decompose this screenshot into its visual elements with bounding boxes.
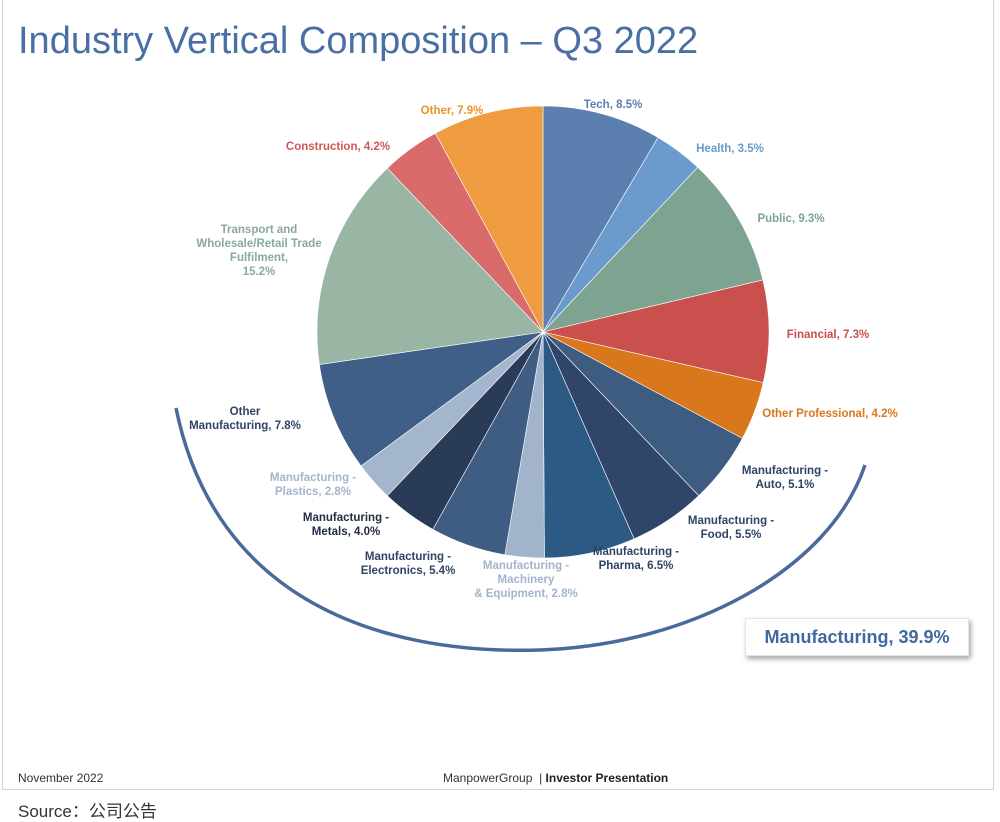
label-public: Public, 9.3% bbox=[757, 213, 825, 225]
footer-deck: Investor Presentation bbox=[545, 771, 669, 785]
slice-public bbox=[542, 166, 764, 333]
source-note: Source：公司公告 bbox=[18, 802, 157, 821]
slice-tech bbox=[542, 105, 659, 334]
label-other-professional: Other Professional, 4.2% bbox=[762, 408, 898, 420]
label-manufacturing-electronics: Manufacturing - Electronics, 5.4% bbox=[360, 551, 456, 577]
label-construction: Construction, 4.2% bbox=[285, 141, 391, 153]
slide-frame bbox=[2, 0, 994, 790]
footer-company-name: ManpowerGroup bbox=[443, 771, 533, 785]
footer-date: November 2022 bbox=[18, 771, 104, 785]
manufacturing-total-callout: Manufacturing, 39.9% bbox=[745, 618, 969, 656]
pie-chart bbox=[174, 105, 867, 653]
label-manufacturing-plastics: Manufacturing - Plastics, 2.8% bbox=[269, 472, 357, 498]
slice-other bbox=[434, 105, 544, 333]
label-financial: Financial, 7.3% bbox=[786, 329, 870, 341]
label-health: Health, 3.5% bbox=[696, 143, 764, 155]
slice-transport-and-wholesale-retail-trade-fulfilment bbox=[316, 167, 544, 365]
footer-separator: | bbox=[539, 771, 543, 785]
slice-other-manufacturing bbox=[319, 331, 544, 467]
label-tech: Tech, 8.5% bbox=[583, 99, 643, 111]
manufacturing-bracket-arc bbox=[174, 407, 867, 653]
footer-company: ManpowerGroup | Investor Presentation bbox=[443, 771, 668, 785]
label-manufacturing-pharma: Manufacturing - Pharma, 6.5% bbox=[592, 546, 680, 572]
label-manufacturing-auto: Manufacturing - Auto, 5.1% bbox=[741, 465, 829, 491]
slice-financial bbox=[542, 279, 770, 384]
chart-title: Industry Vertical Composition – Q3 2022 bbox=[18, 20, 699, 62]
label-manufacturing-metals: Manufacturing - Metals, 4.0% bbox=[302, 512, 390, 538]
label-transport-and-wholesale-retail-trade-fulfilment: Transport and Wholesale/Retail Trade Fulfi… bbox=[196, 224, 322, 278]
label-manufacturing-machinery-equipment: Manufacturing - Machinery & Equipment, 2.8… bbox=[474, 560, 578, 600]
label-other-manufacturing: Other Manufacturing, 7.8% bbox=[189, 406, 301, 432]
label-other: Other, 7.9% bbox=[420, 105, 484, 117]
label-manufacturing-food: Manufacturing - Food, 5.5% bbox=[687, 515, 775, 541]
